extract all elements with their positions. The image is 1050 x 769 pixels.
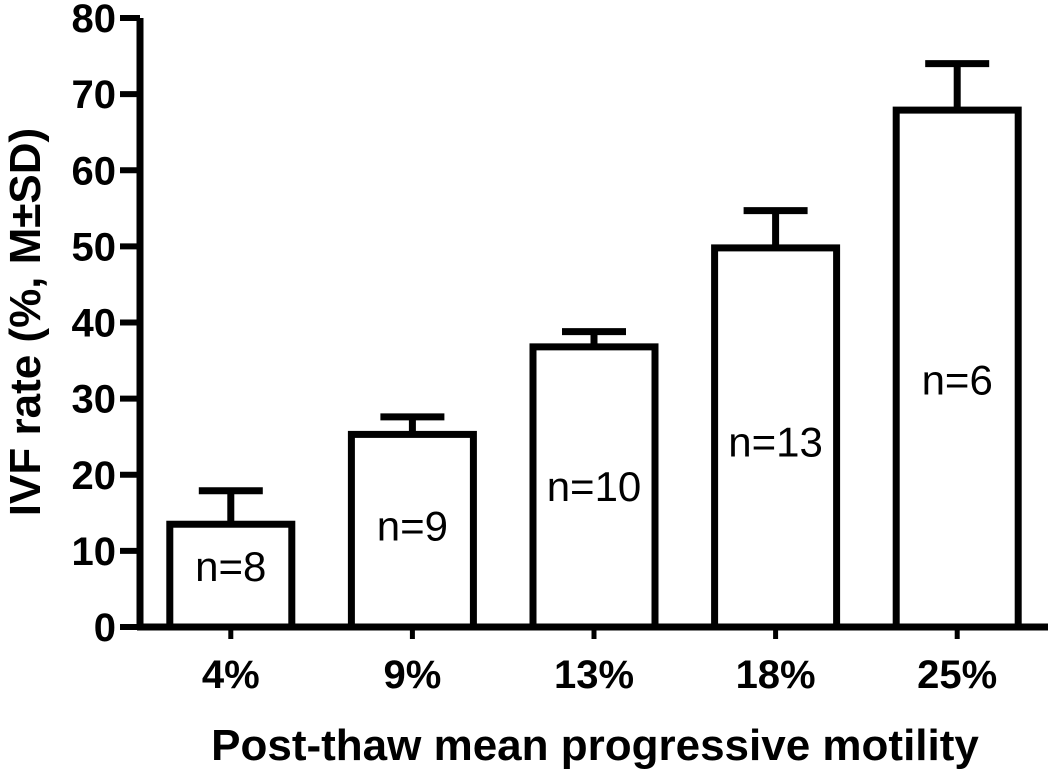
x-tick-label: 25%: [917, 653, 997, 697]
y-tick-label: 20: [72, 454, 117, 498]
sample-size-label: n=13: [728, 418, 823, 465]
sample-size-label: n=9: [377, 502, 448, 549]
y-tick-label: 80: [72, 0, 117, 41]
y-tick-label: 0: [94, 606, 116, 650]
x-tick-label: 9%: [383, 653, 441, 697]
y-axis-title: IVF rate (%, M±SD): [1, 128, 50, 516]
y-tick-label: 70: [72, 73, 117, 117]
bar: [711, 244, 841, 631]
sample-size-label: n=6: [922, 356, 993, 403]
y-ticks-layer: 0 10 20 30 40 50 60 70 80: [72, 0, 140, 650]
y-tick-label: 30: [72, 378, 117, 422]
bars-layer: [166, 106, 1022, 631]
sample-size-label: n=8: [195, 543, 266, 590]
y-tick-label: 10: [72, 530, 117, 574]
x-axis-title: Post-thaw mean progressive motility: [211, 721, 979, 769]
x-tick-label: 13%: [554, 653, 634, 697]
sample-size-label: n=10: [547, 463, 642, 510]
error-bars-layer: [198, 60, 990, 525]
y-tick-label: 40: [72, 302, 117, 346]
sample-size-labels-layer: n=8 n=9 n=10 n=13 n=6: [195, 356, 993, 589]
x-tick-label: 18%: [736, 653, 816, 697]
y-tick-label: 60: [72, 149, 117, 193]
x-ticks-layer: 4% 9% 13% 18% 25%: [202, 627, 997, 697]
y-tick-label: 50: [72, 225, 117, 269]
x-tick-label: 4%: [202, 653, 260, 697]
